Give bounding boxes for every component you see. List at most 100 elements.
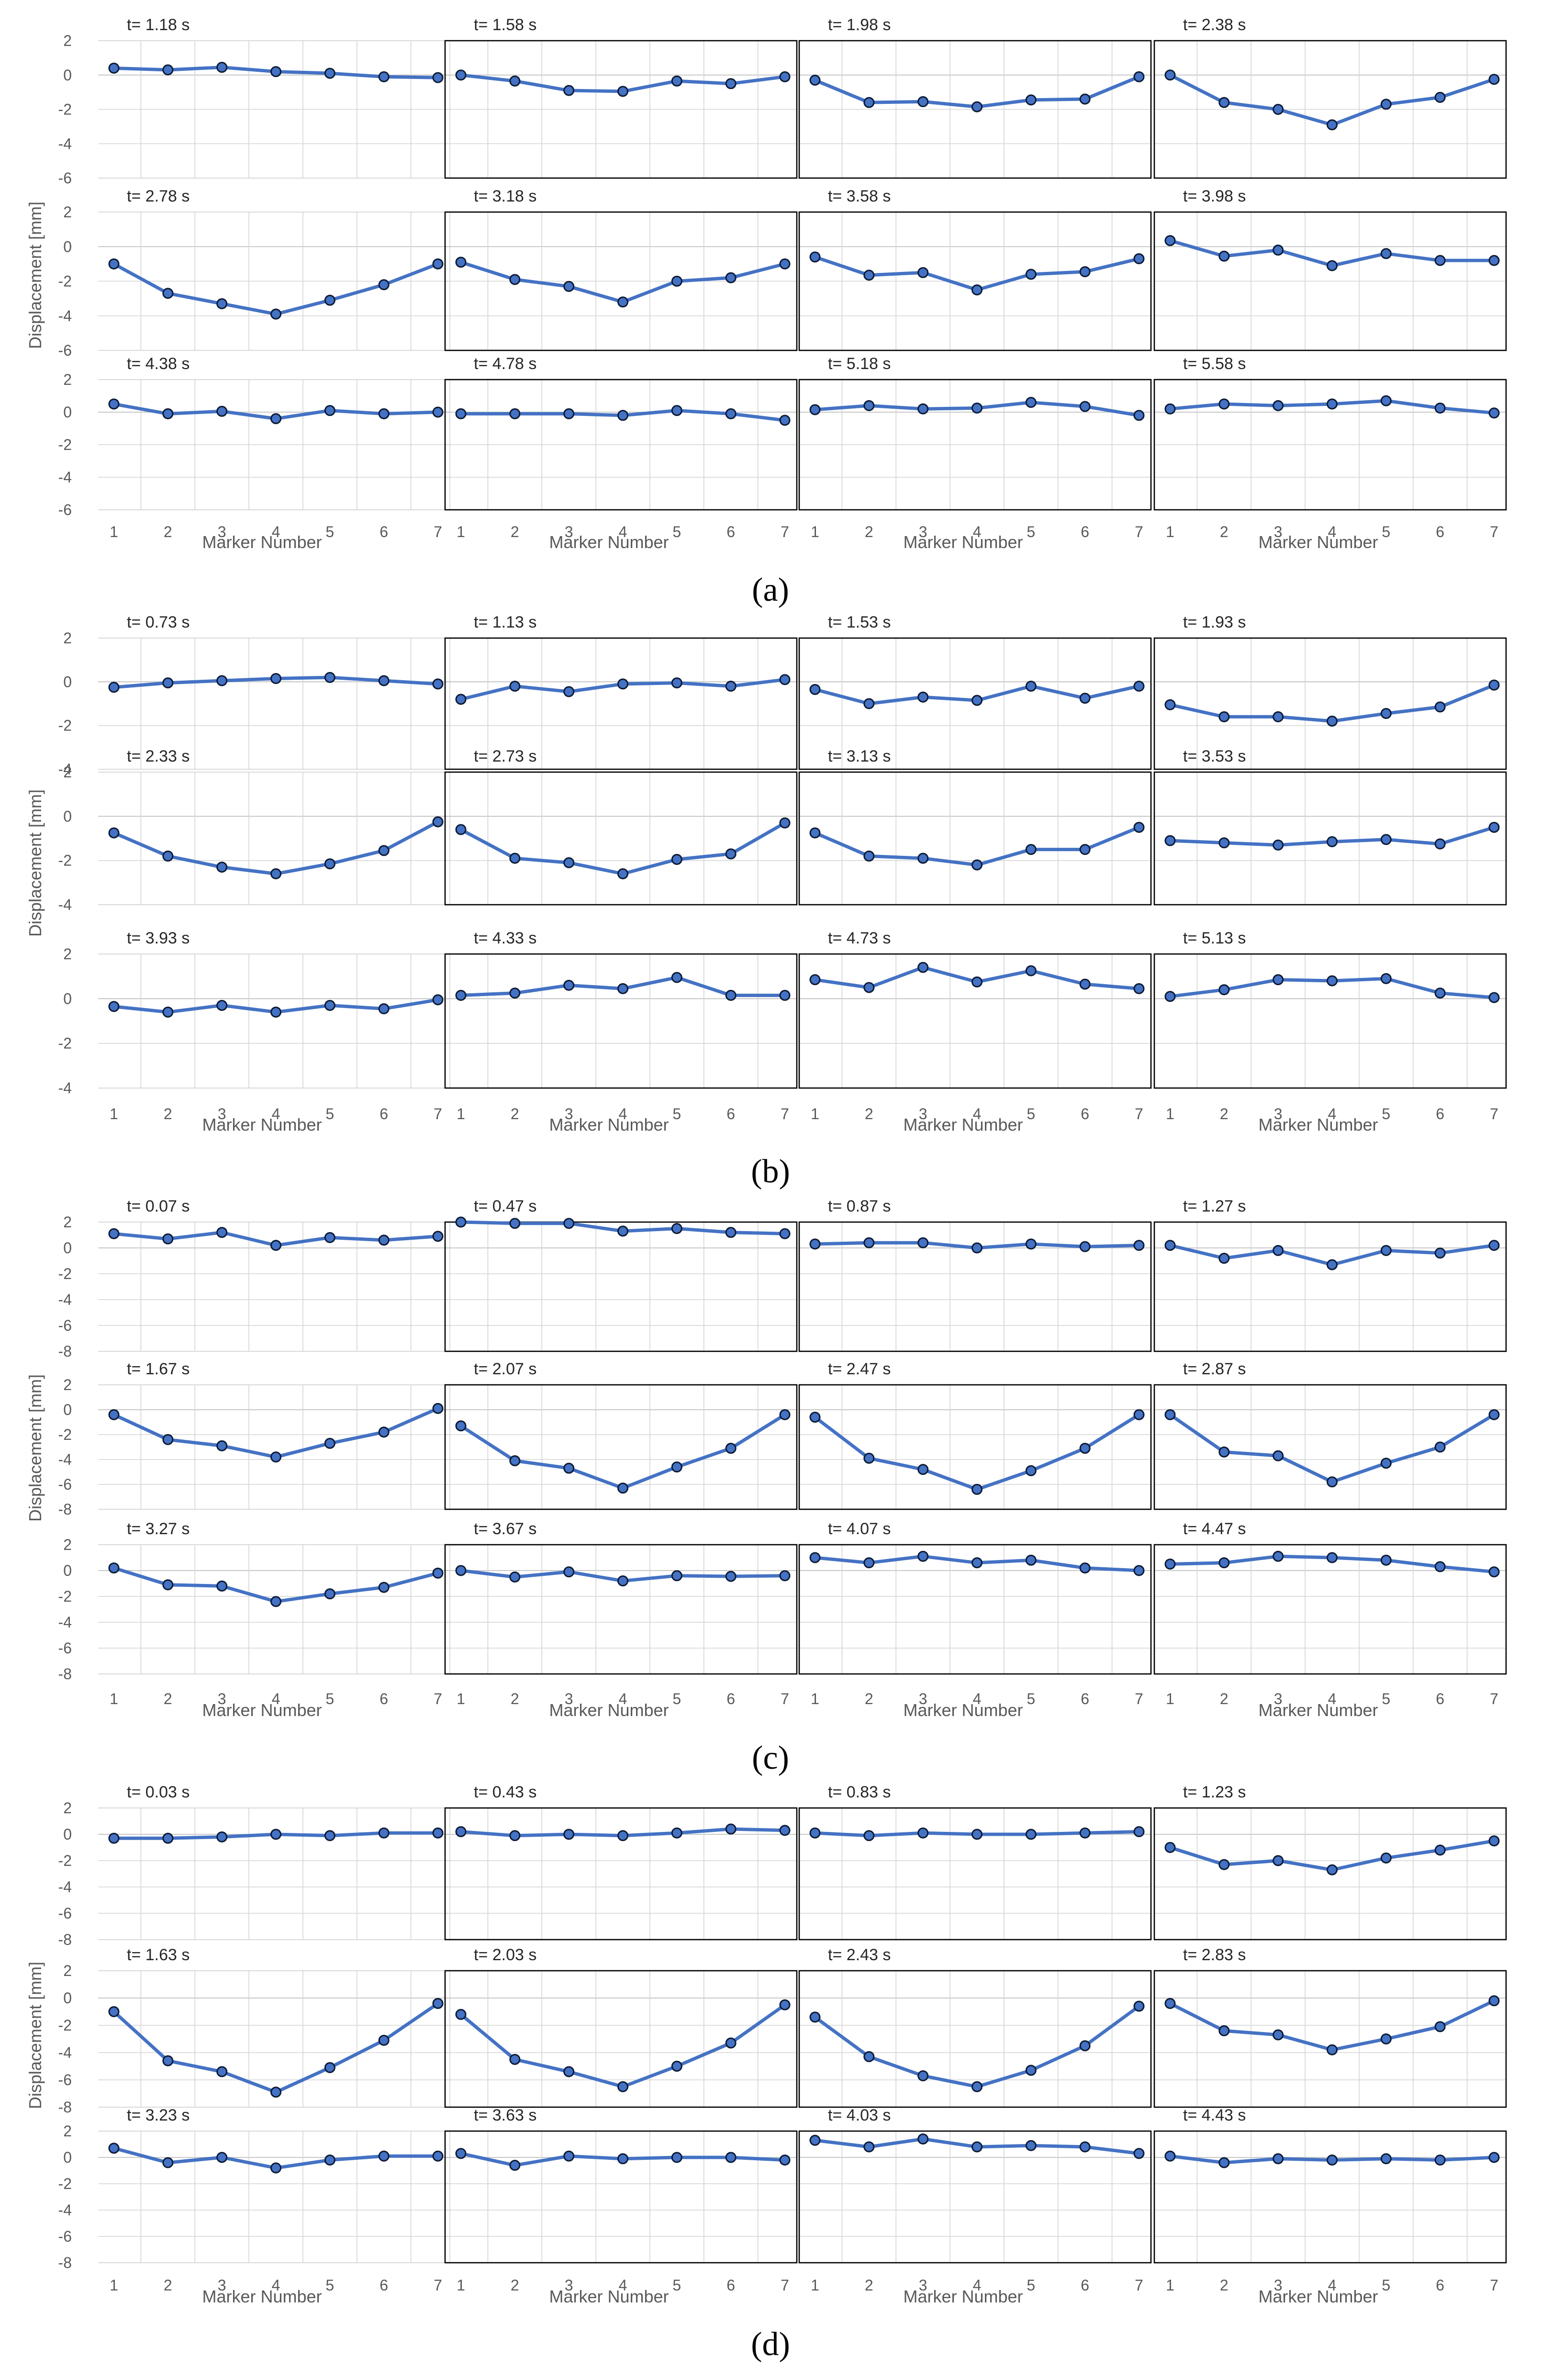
data-point [432,816,444,828]
data-point [162,2055,174,2066]
data-point [324,672,335,683]
y-tick-label: 0 [63,1826,72,1843]
data-point [1079,401,1091,412]
y-tick-label: -4 [58,469,72,486]
data-point [779,258,791,269]
panel-title: t= 2.87 s [1183,1360,1246,1378]
x-tick-label: 6 [1436,2277,1444,2294]
data-point [108,398,120,410]
data-point [378,1426,390,1438]
x-tick-label: 1 [811,2277,819,2294]
data-point [432,258,444,269]
data-point [324,405,335,416]
panel-title: t= 3.98 s [1183,187,1246,205]
panel-title: t= 2.83 s [1183,1946,1246,1964]
data-point [1218,1859,1230,1870]
data-point [563,1218,575,1229]
data-point [917,2133,929,2144]
y-tick-label: 0 [63,1989,72,2007]
data-point [108,1001,120,1012]
data-point [863,2141,875,2153]
y-tick-label: -6 [58,501,72,518]
data-point [270,1829,281,1840]
data-point [1488,1566,1500,1578]
y-tick-label: -2 [58,2175,72,2192]
x-tick-label: 3 [218,2277,226,2294]
panel-title: t= 1.23 s [1183,1783,1246,1801]
panel: t= 4.78 s [444,355,798,511]
x-tick-label: 5 [1382,1105,1390,1123]
data-point [1380,834,1392,845]
data-point [324,999,335,1011]
panel: t= 5.18 s [798,355,1152,511]
y-tick-label: -2 [58,1426,72,1443]
panel-frame [444,1807,798,1941]
x-tick-label: 5 [325,523,334,540]
data-point [1218,1446,1230,1458]
data-point [1079,978,1091,990]
data-point [617,1482,628,1494]
data-point [1079,1827,1091,1839]
data-point [216,1227,228,1238]
data-point [1327,119,1338,131]
data-point [809,2134,821,2146]
data-point [671,1827,682,1839]
x-tick-label: 1 [811,1105,819,1123]
data-point [324,294,335,306]
y-tick-label: -2 [58,273,72,290]
panel: t= 3.27 s [98,1520,450,1674]
panel: t= 1.13 s [444,613,798,770]
y-tick-label: -6 [58,342,72,359]
data-point [917,853,929,864]
data-point [1273,1855,1284,1866]
panel-title: t= 2.78 s [127,187,190,205]
panel: t= 4.33 s [444,929,798,1089]
data-point [455,257,467,268]
data-point [455,694,467,705]
y-tick-label: 2 [63,629,72,647]
data-point [1434,2155,1446,2166]
panel-frame [444,2130,798,2264]
data-point [1164,403,1176,415]
data-point [216,62,228,73]
x-tick-label: 1 [457,523,465,540]
data-point [216,1440,228,1451]
x-tick-label: 3 [565,523,573,540]
panel: t= 1.58 s [444,16,798,179]
data-point [725,1227,737,1238]
data-point [455,408,467,419]
data-point [270,2087,281,2098]
x-tick-label: 4 [619,1690,627,1707]
data-point [863,1557,875,1569]
subfigure-label: (a) [752,572,789,608]
x-axis-label: Marker Number [549,1115,669,1134]
x-tick-label: 2 [1220,2277,1228,2294]
data-point [1380,395,1392,406]
data-point [1380,1245,1392,1256]
panel-title: t= 3.93 s [127,929,190,947]
panel-title: t= 4.33 s [474,929,536,947]
x-tick-label: 3 [218,1690,226,1707]
panel: t= 0.83 s [798,1783,1152,1941]
x-axis-label: Marker Number [202,532,322,552]
panel-frame [798,771,1152,906]
data-point [1273,2153,1284,2165]
panel-frame [798,40,1152,179]
data-point [671,853,682,865]
x-tick-label: 4 [973,2277,982,2294]
panel-frame [1153,771,1507,906]
data-point [809,251,821,263]
data-point [617,678,628,690]
data-point [1025,1465,1037,1476]
data-point [1327,836,1338,847]
data-point [270,868,281,879]
data-point [1025,1829,1037,1840]
panel: t= 0.47 s [444,1197,798,1352]
data-point [509,2054,521,2065]
x-tick-label: 1 [1166,1105,1174,1123]
x-tick-label: 7 [1490,523,1498,540]
data-point [432,1827,444,1839]
data-point [671,276,682,287]
x-tick-label: 2 [1220,1105,1228,1123]
data-point [1218,398,1230,410]
